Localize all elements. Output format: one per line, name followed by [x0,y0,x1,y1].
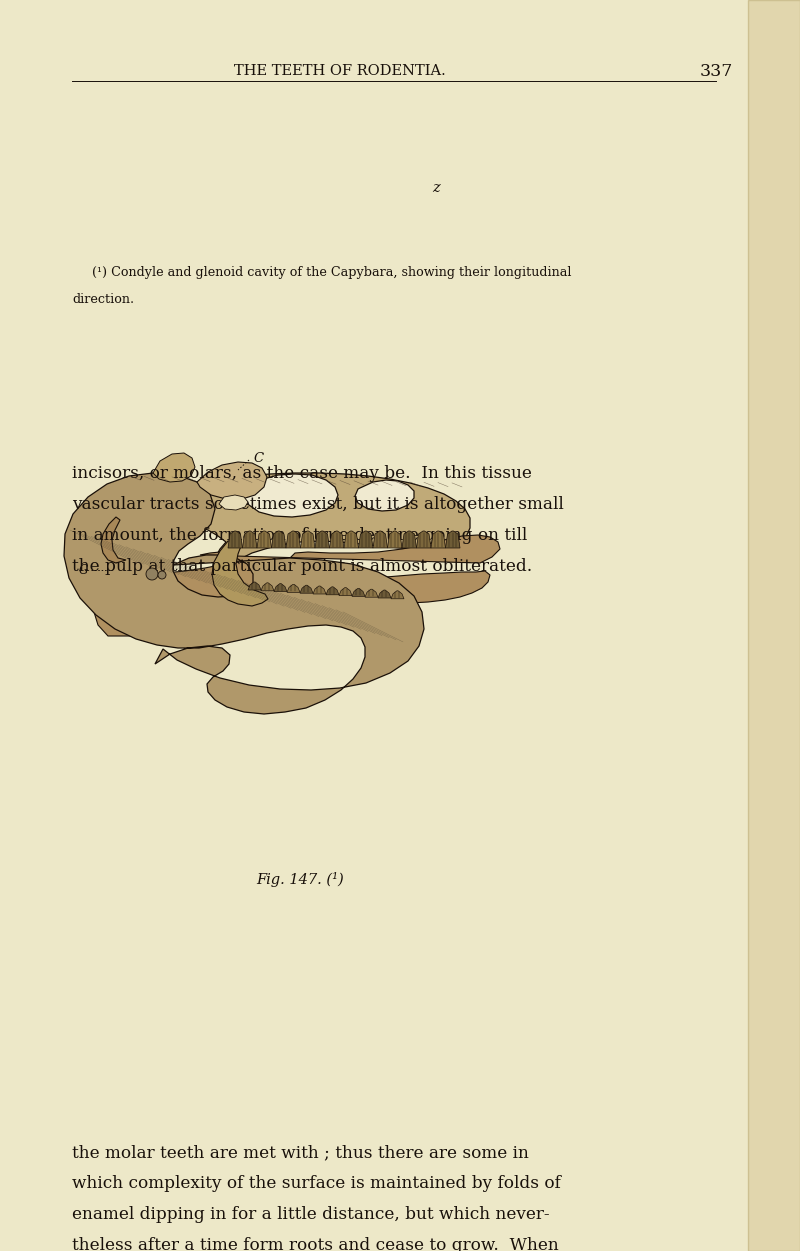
Polygon shape [378,590,391,598]
Polygon shape [228,530,242,548]
Text: THE TEETH OF RODENTIA.: THE TEETH OF RODENTIA. [234,64,446,79]
Text: 337: 337 [699,63,733,80]
Polygon shape [358,530,373,548]
Polygon shape [373,530,387,548]
Polygon shape [101,473,470,620]
Text: the molar teeth are met with ; thus there are some in: the molar teeth are met with ; thus ther… [72,1143,529,1161]
Polygon shape [286,530,301,548]
Polygon shape [417,530,431,548]
Polygon shape [402,530,417,548]
Polygon shape [446,530,460,548]
Polygon shape [94,535,500,636]
Polygon shape [330,530,344,548]
Text: which complexity of the surface is maintained by folds of: which complexity of the surface is maint… [72,1175,561,1192]
Polygon shape [301,530,315,548]
Polygon shape [287,584,300,593]
Polygon shape [261,583,274,590]
Text: in amount, the formation of true dentine going on till: in amount, the formation of true dentine… [72,528,527,544]
Polygon shape [339,588,352,595]
Text: (¹) Condyle and glenoid cavity of the Capybara, showing their longitudinal: (¹) Condyle and glenoid cavity of the Ca… [92,266,571,279]
Polygon shape [355,480,414,510]
Circle shape [158,570,166,579]
Text: z: z [432,181,440,195]
Polygon shape [242,530,257,548]
Polygon shape [313,585,326,594]
Text: G: G [78,563,88,577]
Polygon shape [244,474,338,517]
Text: Fig. 147. (¹): Fig. 147. (¹) [256,872,344,887]
Text: incisors, or molars, as the case may be.  In this tissue: incisors, or molars, as the case may be.… [72,465,532,483]
Text: direction.: direction. [72,293,134,305]
Polygon shape [274,584,287,592]
Polygon shape [197,462,267,499]
Polygon shape [431,530,446,548]
Polygon shape [248,582,261,590]
Polygon shape [326,587,339,594]
Polygon shape [315,530,330,548]
Polygon shape [352,588,365,597]
Polygon shape [344,530,358,548]
Text: enamel dipping in for a little distance, but which never-: enamel dipping in for a little distance,… [72,1206,550,1223]
Polygon shape [387,530,402,548]
Text: vascular tracts sometimes exist, but it is altogether small: vascular tracts sometimes exist, but it … [72,497,564,513]
Text: C: C [253,452,263,464]
Polygon shape [271,530,286,548]
Polygon shape [391,590,404,599]
Text: the pulp at that particular point is almost obliterated.: the pulp at that particular point is alm… [72,558,532,575]
Polygon shape [153,453,195,482]
Text: theless after a time form roots and cease to grow.  When: theless after a time form roots and ceas… [72,1237,558,1251]
Polygon shape [64,473,424,714]
Polygon shape [257,530,271,548]
Polygon shape [300,585,313,593]
Polygon shape [101,517,126,563]
Polygon shape [219,495,248,510]
Polygon shape [212,540,268,605]
Bar [748,0,800,1251]
Polygon shape [365,589,378,597]
Circle shape [146,568,158,580]
